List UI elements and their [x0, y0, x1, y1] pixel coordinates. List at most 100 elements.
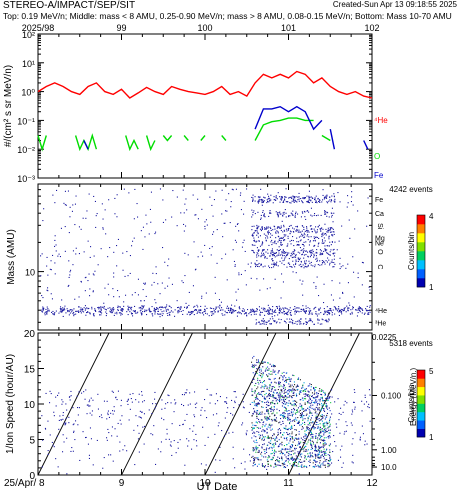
speed-event-dot [323, 400, 325, 402]
mass-event-dot [214, 311, 216, 313]
mass-event-dot [117, 309, 119, 311]
speed-event-dot [353, 389, 355, 391]
speed-event-dot [319, 442, 321, 444]
speed-event-dot [321, 430, 323, 432]
speed-event-dot [271, 444, 273, 446]
mass-event-dot [253, 232, 255, 234]
mass-event-dot [338, 306, 340, 308]
speed-event-dot [268, 373, 270, 375]
mass-event-dot [319, 264, 321, 266]
mass-event-dot [327, 227, 329, 229]
mass-event-dot [96, 213, 98, 215]
speed-event-dot [282, 396, 284, 398]
speed-event-dot [284, 391, 286, 393]
mass-event-dot [306, 322, 308, 324]
mass-event-dot [271, 313, 273, 315]
speed-event-dot [269, 384, 271, 386]
speed-event-dot [289, 454, 291, 456]
speed-event-dot [310, 431, 312, 433]
speed-event-dot [294, 452, 296, 454]
speed-event-dot [254, 392, 256, 394]
mass-event-dot [194, 309, 196, 311]
speed-event-dot [320, 431, 322, 433]
speed-event-dot [168, 438, 170, 440]
mass-event-dot [69, 216, 71, 218]
mass-event-dot [295, 230, 297, 232]
speed-event-dot [283, 414, 285, 416]
mass-event-dot [289, 233, 291, 235]
mass-event-dot [289, 312, 291, 314]
mass-event-dot [283, 251, 285, 253]
speed-event-dot [285, 381, 287, 383]
speed-event-dot [278, 410, 280, 412]
mass-event-dot [270, 313, 272, 315]
mass-event-dot [367, 312, 369, 314]
speed-event-dot [88, 401, 90, 403]
mass-event-dot [263, 214, 265, 216]
mass-event-dot [263, 308, 265, 310]
speed-event-dot [262, 395, 264, 397]
speed-event-dot [267, 395, 269, 397]
speed-event-dot [318, 445, 320, 447]
speed-event-dot [278, 393, 280, 395]
mass-event-dot [213, 199, 215, 201]
speed-event-dot [295, 405, 297, 407]
mass-event-dot [74, 298, 76, 300]
speed-event-dot [340, 456, 342, 458]
mass-event-dot [270, 323, 272, 325]
speed-event-dot [269, 423, 271, 425]
mass-event-dot [40, 275, 42, 277]
mass-event-dot [252, 194, 254, 196]
mass-event-dot [273, 252, 275, 254]
mass-event-dot [47, 308, 49, 310]
speed-event-dot [55, 396, 57, 398]
mass-event-dot [230, 312, 232, 314]
mass-event-dot [331, 199, 333, 201]
speed-event-dot [286, 428, 288, 430]
speed-event-dot [306, 436, 308, 438]
speed-event-dot [307, 424, 309, 426]
mass-event-dot [74, 203, 76, 205]
speed-event-dot [108, 432, 110, 434]
mass-event-dot [325, 319, 327, 321]
mass-event-dot [286, 230, 288, 232]
mass-event-dot [323, 302, 325, 304]
speed-event-dot [277, 434, 279, 436]
mass-event-dot [266, 226, 268, 228]
speed-event-dot [87, 404, 89, 406]
speed-event-dot [318, 456, 320, 458]
mass-event-dot [58, 253, 60, 255]
speed-event-dot [302, 390, 304, 392]
speed-event-dot [299, 405, 301, 407]
speed-event-dot [268, 424, 270, 426]
speed-event-dot [270, 407, 272, 409]
mass-event-dot [80, 307, 82, 309]
mass-event-dot [329, 199, 331, 201]
mass-event-dot [142, 248, 144, 250]
mass-event-dot [84, 309, 86, 311]
mass-event-dot [268, 230, 270, 232]
mass-event-dot [217, 310, 219, 312]
speed-event-dot [293, 424, 295, 426]
speed-event-dot [313, 423, 315, 425]
mass-event-dot [104, 308, 106, 310]
mass-event-dot [328, 230, 330, 232]
speed-event-dot [260, 393, 262, 395]
speed-event-dot [285, 403, 287, 405]
mass-event-dot [300, 235, 302, 237]
mass-event-dot [339, 297, 341, 299]
mass-event-dot [260, 264, 262, 266]
mass-event-dot [259, 313, 261, 315]
mass-event-dot [256, 310, 258, 312]
speed-event-dot [275, 443, 277, 445]
mass-event-dot [330, 244, 332, 246]
mass-event-dot [329, 262, 331, 264]
mass-event-dot [304, 262, 306, 264]
mass-event-dot [145, 310, 147, 312]
speed-event-dot [52, 444, 54, 446]
speed-event-dot [323, 400, 325, 402]
speed-event-dot [255, 449, 257, 451]
speed-event-dot [290, 454, 292, 456]
mass-event-dot [269, 212, 271, 214]
mass-event-dot [159, 313, 161, 315]
